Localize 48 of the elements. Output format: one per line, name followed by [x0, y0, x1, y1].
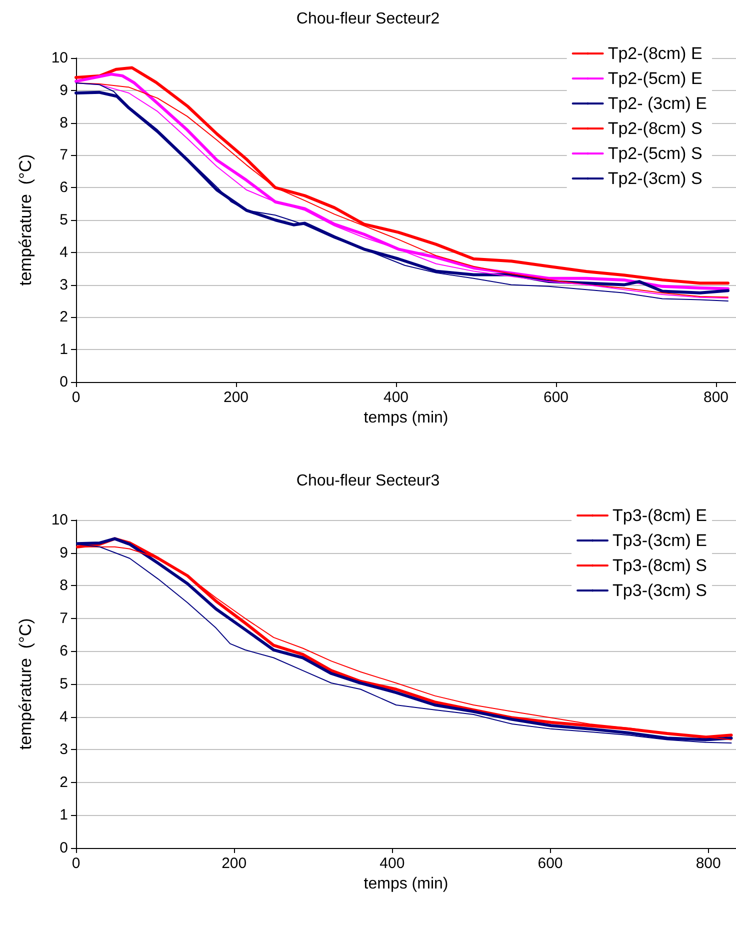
y-tick-label: 5 — [60, 676, 68, 692]
legend-label: Tp2- (3cm) E — [608, 94, 708, 113]
x-tick-label: 600 — [538, 855, 563, 872]
x-tick-label: 200 — [223, 389, 249, 406]
y-tick-label: 3 — [60, 276, 68, 294]
legend-label: Tp3-(3cm) E — [612, 531, 708, 550]
y-tick-label: 4 — [60, 244, 68, 261]
y-tick-label: 9 — [60, 82, 68, 99]
legend-label: Tp2-(5cm) S — [608, 144, 702, 163]
x-axis-title: temps (min) — [364, 875, 448, 892]
y-tick-label: 4 — [60, 708, 68, 726]
y-tick-label: 7 — [60, 146, 68, 164]
chart-title: Chou-fleur Secteur2 — [296, 10, 440, 28]
legend-label: Tp2-(8cm) E — [608, 44, 702, 63]
x-tick-label: 800 — [696, 855, 721, 872]
y-tick-label: 8 — [60, 577, 68, 594]
x-tick-label: 800 — [703, 389, 729, 406]
y-tick-label: 0 — [60, 840, 68, 856]
legend-label: Tp3-(8cm) S — [612, 556, 708, 575]
y-tick-label: 6 — [60, 179, 68, 196]
x-tick-label: 0 — [72, 389, 80, 406]
y-tick-label: 8 — [60, 114, 68, 132]
y-axis-title: température (°C) — [16, 618, 35, 750]
y-tick-label: 1 — [60, 341, 68, 358]
x-tick-label: 400 — [380, 855, 405, 872]
y-tick-label: 5 — [60, 212, 68, 228]
y-tick-label: 2 — [60, 308, 68, 326]
legend-label: Tp2-(3cm) S — [608, 169, 702, 188]
y-tick-label: 3 — [60, 741, 68, 758]
x-tick-label: 600 — [543, 389, 569, 406]
y-tick-label: 7 — [60, 610, 68, 627]
y-tick-label: 2 — [60, 774, 68, 791]
y-axis-title: température (°C) — [16, 154, 35, 286]
x-tick-label: 0 — [72, 855, 80, 872]
y-tick-label: 10 — [51, 512, 68, 528]
x-tick-label: 200 — [222, 855, 247, 872]
legend-label: Tp2-(8cm) S — [608, 119, 702, 138]
y-tick-label: 1 — [60, 806, 68, 824]
y-tick-label: 6 — [60, 642, 68, 660]
y-tick-label: 0 — [60, 374, 68, 390]
legend-label: Tp3-(8cm) E — [612, 506, 708, 525]
legend-label: Tp3-(3cm) S — [612, 581, 708, 600]
x-tick-label: 400 — [383, 389, 409, 406]
x-axis-title: temps (min) — [364, 409, 448, 426]
y-tick-label: 10 — [51, 50, 68, 66]
chart-title: Chou-fleur Secteur3 — [296, 472, 440, 490]
legend-label: Tp2-(5cm) E — [608, 69, 702, 88]
y-tick-label: 9 — [60, 544, 68, 562]
